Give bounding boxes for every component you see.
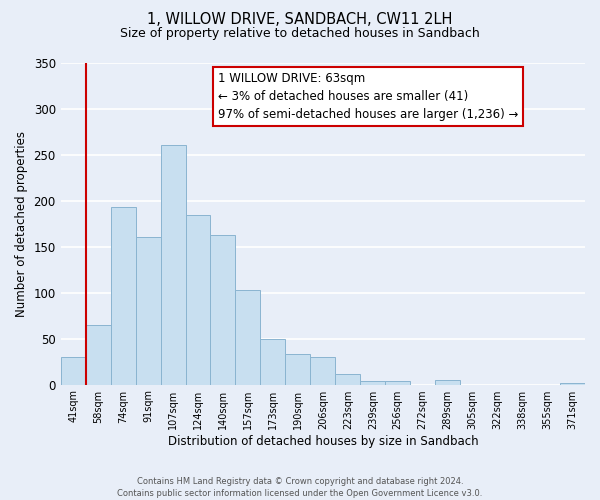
X-axis label: Distribution of detached houses by size in Sandbach: Distribution of detached houses by size … [167,434,478,448]
Bar [335,374,360,384]
Text: Contains HM Land Registry data © Crown copyright and database right 2024.
Contai: Contains HM Land Registry data © Crown c… [118,476,482,498]
Bar [286,354,310,384]
Bar [385,381,410,384]
Bar [86,325,110,384]
Text: 1, WILLOW DRIVE, SANDBACH, CW11 2LH: 1, WILLOW DRIVE, SANDBACH, CW11 2LH [148,12,452,28]
Bar [560,382,585,384]
Bar [360,381,385,384]
Bar [260,338,286,384]
Bar [61,357,86,384]
Bar [435,380,460,384]
Bar [161,146,185,384]
Y-axis label: Number of detached properties: Number of detached properties [15,130,28,316]
Bar [185,216,211,384]
Bar [235,290,260,384]
Bar [136,238,161,384]
Text: 1 WILLOW DRIVE: 63sqm
← 3% of detached houses are smaller (41)
97% of semi-detac: 1 WILLOW DRIVE: 63sqm ← 3% of detached h… [218,72,518,121]
Bar [110,207,136,384]
Bar [211,234,235,384]
Bar [310,357,335,384]
Text: Size of property relative to detached houses in Sandbach: Size of property relative to detached ho… [120,28,480,40]
